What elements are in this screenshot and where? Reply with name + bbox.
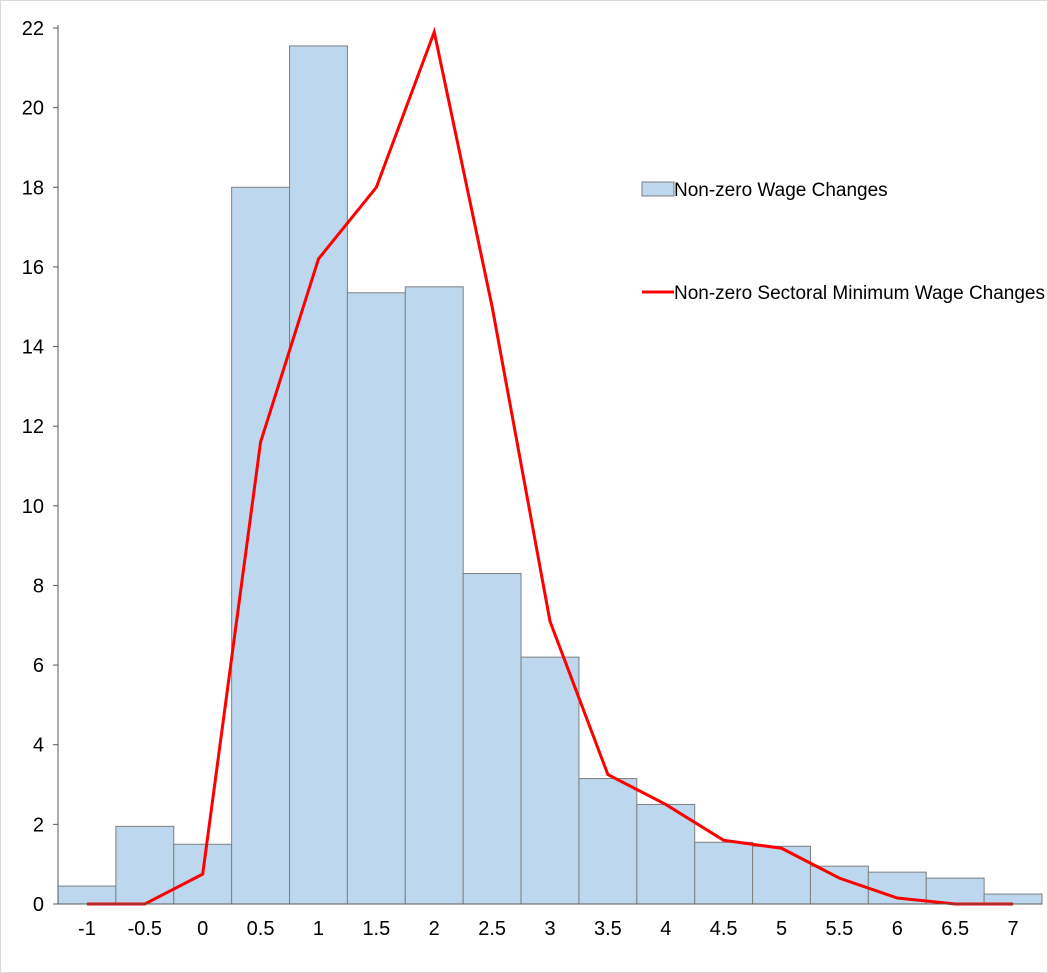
- y-tick-label: 2: [33, 814, 44, 836]
- histogram-bar: [231, 186, 291, 905]
- x-tick-label: 3: [544, 918, 555, 940]
- histogram-bar: [462, 573, 522, 905]
- x-tick-labels: -1 -0.5 0 0.5 1 1.5 2 2.5 3 3.5 4 4.5 5 5.5 6 6.5 7: [78, 918, 1019, 940]
- x-tick-label: 2.5: [478, 918, 506, 940]
- y-tick-label: 16: [22, 257, 44, 279]
- y-tick-label: 4: [33, 735, 44, 757]
- x-tick-label: 6.5: [941, 918, 969, 940]
- y-tick-label: 14: [22, 337, 44, 359]
- x-tick-label: -0.5: [128, 918, 162, 940]
- legend-bar-swatch: [641, 181, 675, 197]
- x-tick-label: -1: [78, 918, 96, 940]
- x-tick-label: 1: [313, 918, 324, 940]
- y-tick-label: 22: [22, 18, 44, 40]
- histogram-bar: [57, 885, 117, 905]
- y-tick-label: 10: [22, 496, 44, 518]
- histogram-bar: [289, 45, 348, 905]
- y-tick-label: 12: [22, 416, 44, 438]
- histogram-bar: [404, 286, 464, 905]
- y-tick-label: 6: [33, 655, 44, 677]
- x-tick-label: 0: [197, 918, 208, 940]
- histogram-bar: [520, 656, 580, 905]
- x-tick-label: 0.5: [247, 918, 275, 940]
- legend-line-label: Non-zero Sectoral Minimum Wage Changes: [674, 283, 1045, 304]
- axes-group: [57, 25, 1042, 905]
- line-series-group: [86, 26, 1014, 906]
- x-tick-label: 5: [776, 918, 787, 940]
- histogram-bar: [346, 292, 406, 905]
- y-tick-labels: 0 2 4 6 8 10 12 14 16 18 20 22: [22, 18, 58, 916]
- legend: Non-zero Wage Changes Non-zero Sectoral …: [641, 180, 1045, 304]
- x-tick-label: 4: [660, 918, 671, 940]
- y-tick-label: 18: [22, 177, 44, 199]
- histogram-bar: [636, 803, 696, 905]
- histogram-bar: [752, 845, 811, 905]
- histogram-bar: [925, 877, 985, 905]
- x-tick-label: 3.5: [594, 918, 622, 940]
- x-tick-label: 7: [1007, 918, 1018, 940]
- legend-bar-label: Non-zero Wage Changes: [674, 180, 888, 201]
- bars-group: [57, 45, 1043, 905]
- y-tick-label: 0: [33, 894, 44, 916]
- sectoral-minimum-wage-line: [86, 26, 1014, 906]
- x-tick-label: 4.5: [710, 918, 738, 940]
- x-tick-label: 6: [892, 918, 903, 940]
- histogram-bar: [694, 841, 754, 905]
- y-tick-label: 20: [22, 98, 44, 120]
- histogram-bar: [115, 825, 175, 905]
- y-tick-label: 8: [33, 575, 44, 597]
- x-tick-label: 5.5: [826, 918, 854, 940]
- x-tick-label: 1.5: [362, 918, 390, 940]
- x-tick-label: 2: [429, 918, 440, 940]
- histogram-bar: [578, 778, 638, 905]
